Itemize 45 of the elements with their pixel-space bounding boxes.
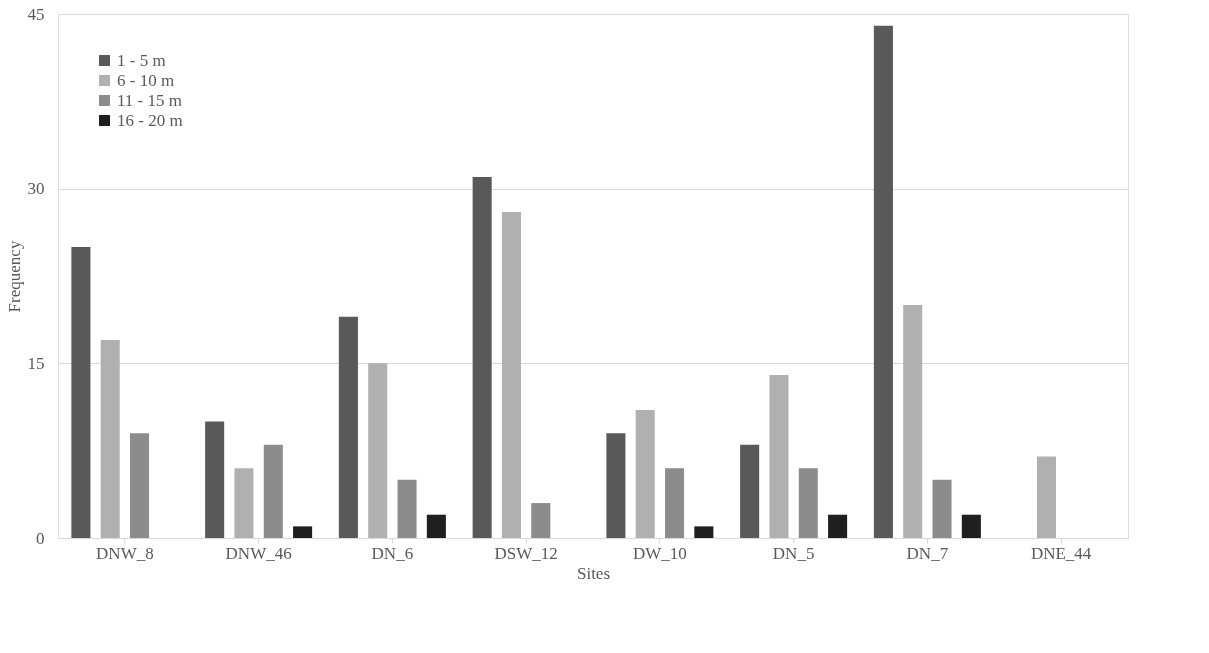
bar [397, 479, 417, 538]
bar [338, 316, 358, 538]
y-tick-label: 30 [27, 179, 45, 199]
bar [961, 514, 981, 538]
bar [694, 526, 714, 538]
y-tick-label: 0 [36, 528, 45, 548]
bar [828, 514, 848, 538]
bar [932, 479, 952, 538]
legend-label: 16 - 20 m [117, 110, 183, 130]
y-tick-label: 15 [27, 353, 45, 373]
bar [531, 503, 551, 538]
bar [130, 433, 150, 538]
legend-label: 1 - 5 m [117, 50, 166, 70]
bar [100, 340, 120, 538]
y-tick-label: 45 [27, 4, 45, 24]
y-axis-title: Frequency [4, 240, 24, 313]
bar [368, 363, 388, 538]
bar [426, 514, 446, 538]
x-tick-label: DNW_8 [96, 543, 154, 563]
bar [740, 444, 760, 538]
bar [501, 211, 521, 538]
bar [606, 433, 626, 538]
bar [769, 374, 789, 538]
legend-label: 6 - 10 m [117, 70, 175, 90]
bar [1036, 456, 1056, 538]
x-tick-label: DNW_46 [225, 543, 292, 563]
bar [234, 468, 254, 538]
bar [903, 305, 923, 538]
bar [798, 468, 818, 538]
bar [635, 409, 655, 538]
x-tick-label: DSW_12 [494, 543, 558, 563]
bar [293, 526, 313, 538]
x-tick-label: DW_10 [632, 543, 687, 563]
bar [263, 444, 283, 538]
x-tick-label: DN_7 [906, 543, 949, 563]
bar [205, 421, 225, 538]
bar [665, 468, 685, 538]
x-tick-label: DN_5 [772, 543, 815, 563]
bar [71, 246, 91, 538]
legend-label: 11 - 15 m [117, 90, 183, 110]
x-axis-title: Sites [576, 563, 611, 583]
bar [873, 25, 893, 538]
x-tick-label: DNE_44 [1030, 543, 1092, 563]
bar [472, 177, 492, 538]
x-tick-label: DN_6 [371, 543, 414, 563]
